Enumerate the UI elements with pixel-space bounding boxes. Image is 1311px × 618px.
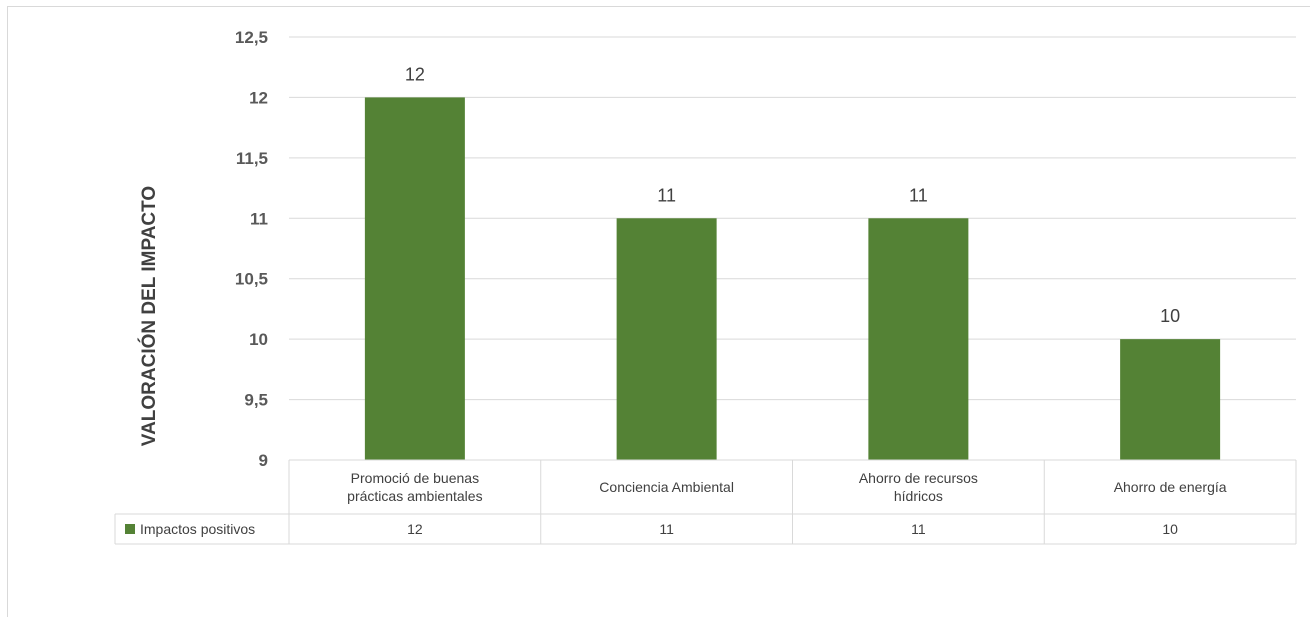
category-label: Ahorro de energía xyxy=(1114,479,1227,495)
y-tick-label: 12 xyxy=(249,88,268,107)
data-table: Promoció de buenas prácticas ambientales C… xyxy=(114,459,1297,545)
category-label: prácticas ambientales xyxy=(347,488,482,504)
chart-frame xyxy=(7,6,1310,617)
bar xyxy=(616,218,717,460)
y-tick-label: 10 xyxy=(249,330,268,349)
table-value: 11 xyxy=(911,521,926,537)
category-label: Promoció de buenas xyxy=(351,470,479,486)
data-labels: 12 11 11 10 xyxy=(405,64,1180,326)
category-label: Ahorro de recursos xyxy=(859,470,978,486)
category-label: hídricos xyxy=(894,488,943,504)
data-label: 11 xyxy=(657,185,676,205)
category-label: Conciencia Ambiental xyxy=(599,479,734,495)
bar xyxy=(1120,339,1221,460)
data-label: 11 xyxy=(909,185,928,205)
data-label: 10 xyxy=(1160,306,1180,326)
table-value: 12 xyxy=(407,521,423,537)
y-tick-label: 10,5 xyxy=(235,270,268,289)
y-tick-label: 9 xyxy=(259,451,268,470)
table-value: 10 xyxy=(1162,521,1178,537)
legend-key xyxy=(125,524,135,534)
table-value: 11 xyxy=(659,521,674,537)
data-label: 12 xyxy=(405,64,425,84)
legend-label: Impactos positivos xyxy=(140,521,255,537)
bars xyxy=(364,97,1221,460)
bar xyxy=(868,218,969,460)
y-tick-labels: 9 9,5 10 10,5 11 11,5 12 12,5 xyxy=(235,28,268,470)
y-tick-label: 12,5 xyxy=(235,28,268,47)
bar xyxy=(364,97,465,460)
y-tick-label: 9,5 xyxy=(244,391,268,410)
y-tick-label: 11 xyxy=(250,209,268,228)
y-tick-label: 11,5 xyxy=(236,149,268,168)
y-axis-label: VALORACIÓN DEL IMPACTO xyxy=(138,186,160,446)
